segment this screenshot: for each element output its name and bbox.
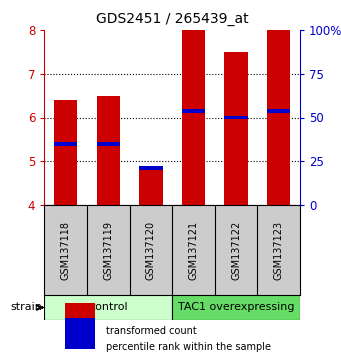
Text: TAC1 overexpressing: TAC1 overexpressing bbox=[178, 303, 294, 313]
Bar bbox=[139, 168, 163, 205]
Bar bbox=[97, 142, 120, 146]
Text: GSM137122: GSM137122 bbox=[231, 221, 241, 280]
Text: percentile rank within the sample: percentile rank within the sample bbox=[106, 342, 271, 352]
Bar bbox=[224, 115, 248, 119]
Bar bbox=[54, 142, 77, 146]
Bar bbox=[65, 303, 95, 333]
Bar bbox=[182, 30, 205, 205]
Text: GSM137118: GSM137118 bbox=[61, 221, 71, 280]
Text: GSM137121: GSM137121 bbox=[189, 221, 198, 280]
Bar bbox=[139, 166, 163, 170]
Text: GSM137123: GSM137123 bbox=[274, 221, 284, 280]
Text: control: control bbox=[89, 303, 128, 313]
Bar bbox=[54, 100, 77, 205]
Bar bbox=[182, 109, 205, 113]
Text: strain: strain bbox=[10, 303, 42, 313]
Text: GSM137119: GSM137119 bbox=[103, 221, 113, 280]
Bar bbox=[172, 295, 300, 320]
Bar bbox=[267, 30, 291, 205]
Text: GSM137120: GSM137120 bbox=[146, 221, 156, 280]
Bar bbox=[97, 96, 120, 205]
Bar bbox=[224, 52, 248, 205]
Bar bbox=[65, 318, 95, 349]
Text: transformed count: transformed count bbox=[106, 326, 196, 336]
Title: GDS2451 / 265439_at: GDS2451 / 265439_at bbox=[96, 12, 249, 26]
Bar bbox=[267, 109, 291, 113]
Bar bbox=[44, 295, 172, 320]
